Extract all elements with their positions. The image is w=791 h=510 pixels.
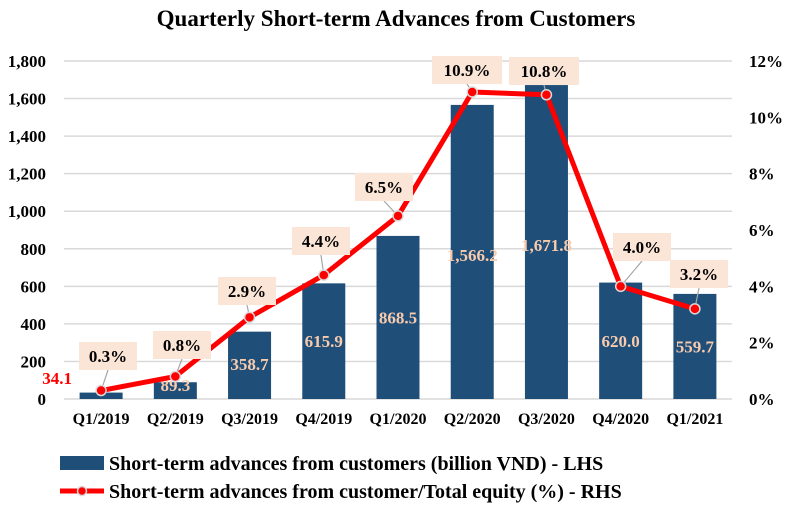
bar (376, 235, 420, 399)
right-axis: 0% 2% 4% 6% 8% 10% 12% (749, 52, 783, 409)
line-data-label: 2.9% (228, 282, 266, 301)
left-tick-label: 800 (21, 240, 47, 259)
line-label-box (432, 56, 502, 84)
left-tick-label: 600 (21, 277, 47, 296)
bar-data-label: 620.0 (602, 332, 640, 351)
line-marker (392, 210, 404, 222)
x-tick-label: Q3/2019 (221, 411, 278, 428)
x-tick-label: Q4/2019 (295, 411, 352, 428)
line-data-label: 10.9% (444, 61, 491, 80)
line-data-labels: 0.3% 0.8% 2.9% 4.4% 6.5% 10.9% 10.8% 4.0% 3.2% (79, 56, 728, 370)
bar (302, 283, 346, 399)
bar-data-labels: 34.1 89.3 358.7 615.9 868.5 1,566.2 1,671.8 620… (42, 236, 714, 395)
x-tick-label: Q4/2020 (592, 411, 649, 428)
x-tick-label: Q1/2019 (73, 411, 130, 428)
right-tick-label: 10% (749, 108, 783, 127)
left-tick-label: 1,600 (8, 90, 46, 109)
bar (153, 382, 197, 399)
line-label-box (79, 342, 137, 370)
line-data-label: 4.4% (302, 232, 340, 251)
line-label-box (218, 277, 276, 305)
legend-line-marker (76, 485, 88, 497)
left-tick-label: 200 (21, 352, 47, 371)
bar-series (79, 85, 717, 400)
x-tick-label: Q2/2019 (147, 411, 204, 428)
line-marker (95, 384, 107, 397)
legend: Short-term advances from customers (bill… (60, 453, 622, 503)
right-tick-label: 12% (749, 52, 783, 71)
line-data-label: 4.0% (623, 238, 661, 257)
right-tick-label: 8% (749, 165, 775, 184)
x-tick-label: Q1/2020 (370, 411, 427, 428)
left-tick-label: 1,000 (8, 202, 46, 221)
bar (450, 104, 494, 400)
line-data-label: 10.8% (521, 62, 568, 81)
line-marker (614, 280, 627, 293)
x-tick-label: Q1/2021 (666, 411, 723, 428)
line-marker (243, 311, 256, 324)
bar-data-label: 358.7 (230, 355, 269, 374)
bar-data-label: 89.3 (160, 376, 190, 395)
line-data-label: 0.8% (163, 336, 201, 355)
bar-data-label: 1,566.2 (447, 246, 498, 265)
x-tick-label: Q2/2020 (444, 411, 501, 428)
x-axis: Q1/2019 Q2/2019 Q3/2019 Q4/2019 Q1/2020 Q2/20… (73, 411, 724, 428)
line-label-box (292, 227, 350, 255)
right-tick-label: 4% (749, 277, 775, 296)
bar-data-label: 34.1 (42, 369, 72, 388)
line-marker (540, 89, 553, 101)
bar-data-label: 868.5 (379, 308, 417, 327)
left-axis: 0 200 400 600 800 1,000 1,200 1,400 1,600 1,800 (8, 52, 46, 409)
line-data-label: 0.3% (89, 347, 127, 366)
line-marker (466, 86, 478, 98)
line-label-box (355, 173, 413, 201)
left-tick-label: 400 (21, 315, 47, 334)
x-tick-label: Q3/2020 (518, 411, 575, 428)
chart-title: Quarterly Short-term Advances from Custo… (157, 6, 636, 31)
line-label-box (670, 260, 728, 288)
legend-line-label: Short-term advances from customer/Total … (109, 481, 622, 503)
bar-data-label: 559.7 (676, 337, 715, 356)
line-label-box (153, 331, 211, 359)
bar (599, 282, 643, 399)
line-label-box (509, 57, 579, 85)
line-label-box (613, 233, 671, 261)
bar-data-label: 1,671.8 (521, 236, 572, 255)
line-marker (318, 269, 330, 281)
line-data-label: 6.5% (365, 178, 403, 197)
left-tick-label: 1,800 (8, 52, 46, 71)
right-tick-label: 6% (749, 221, 775, 240)
line-data-label: 3.2% (680, 265, 718, 284)
line-marker (689, 303, 701, 315)
legend-bar-label: Short-term advances from customers (bill… (109, 453, 603, 475)
left-tick-label: 1,400 (8, 127, 46, 146)
bar (228, 331, 272, 399)
right-tick-label: 2% (749, 334, 775, 353)
legend-bar-swatch (60, 456, 104, 470)
left-tick-label: 0 (38, 390, 47, 409)
right-tick-label: 0% (749, 390, 775, 409)
bar-data-label: 615.9 (305, 332, 343, 351)
left-tick-label: 1,200 (8, 165, 46, 184)
line-marker (169, 370, 182, 383)
